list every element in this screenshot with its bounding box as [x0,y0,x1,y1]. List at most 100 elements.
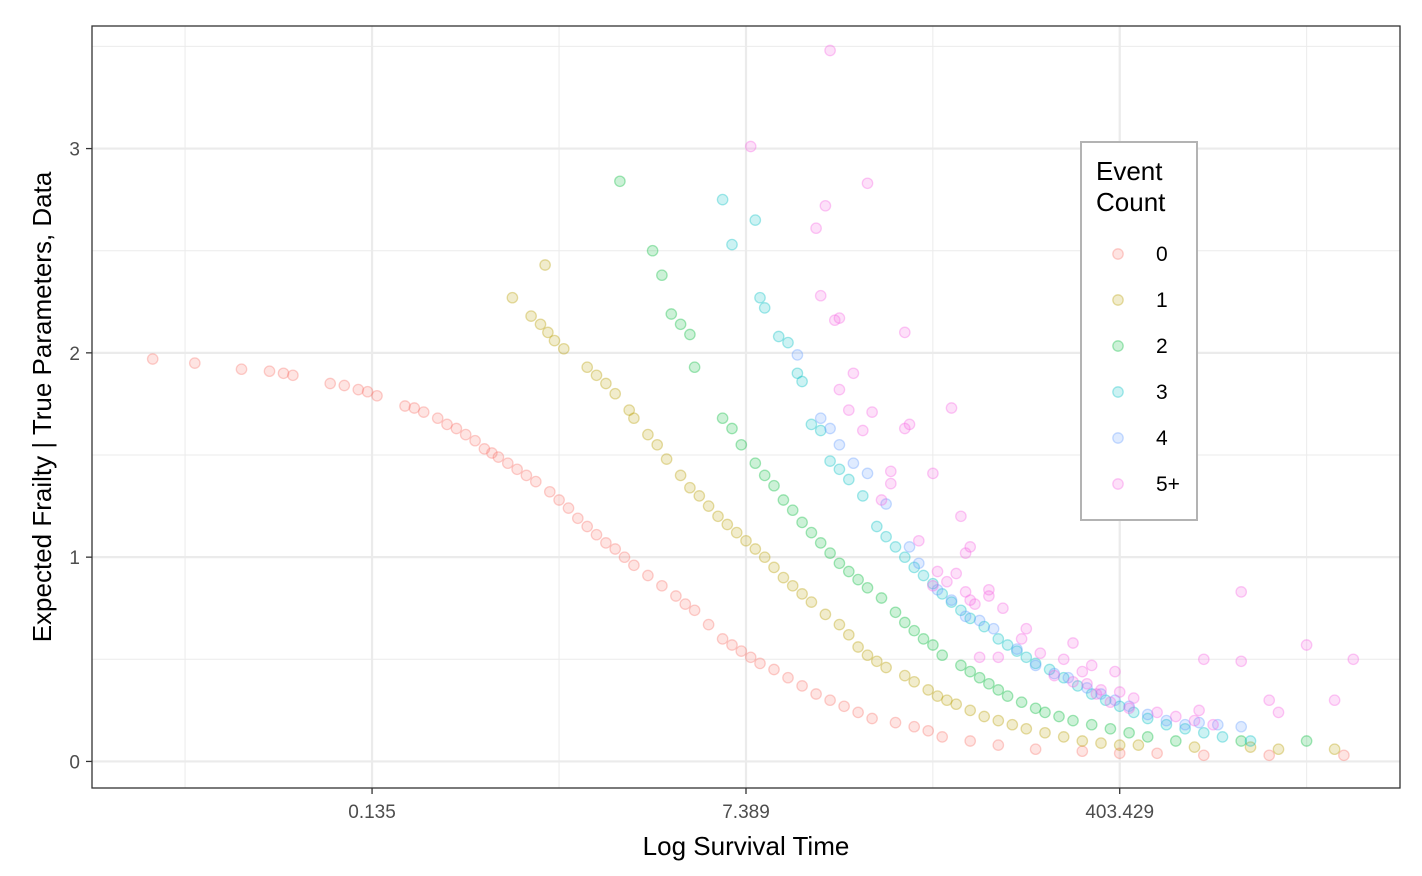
data-point [927,577,939,590]
data-point [431,412,444,425]
data-point [936,588,949,600]
data-point [884,477,897,490]
data-point [1043,663,1056,676]
data-point [1188,741,1201,753]
data-point [1141,731,1154,743]
x-tick-label: 0.135 [348,802,396,823]
data-point [782,671,794,684]
legend-key [1112,432,1124,444]
data-point [1011,643,1023,655]
data-point [824,44,836,57]
data-point [833,383,846,396]
data-point [870,520,883,533]
data-point [992,651,1005,664]
data-point [1169,735,1182,747]
data-point [486,447,498,459]
data-point [1141,712,1154,725]
data-point [1095,688,1107,700]
data-point [688,361,701,374]
data-point [945,402,958,414]
data-point [1015,696,1028,709]
data-point [786,504,799,517]
data-point [945,594,958,606]
data-point [441,418,453,431]
data-point [338,379,351,392]
data-point [852,706,864,719]
data-point [188,357,201,369]
data-point [529,475,542,488]
data-point [417,406,430,418]
data-point [983,583,995,596]
data-point [1057,671,1070,684]
data-point [955,659,967,672]
data-point [889,606,902,619]
data-point [1272,706,1285,719]
data-point [847,457,860,470]
data-point [459,428,472,441]
data-point [758,469,771,482]
data-point [758,302,771,314]
data-point [716,633,729,645]
data-point [646,244,659,257]
data-point [1085,718,1098,731]
data-point [983,677,995,690]
data-point [542,326,554,339]
data-point [1067,675,1079,688]
data-point [1197,749,1210,762]
data-point [922,684,935,696]
data-point [614,175,626,188]
data-point [1244,741,1257,753]
data-point [997,602,1009,615]
data-point [861,177,874,190]
data-point [983,590,995,602]
data-point [450,422,463,435]
legend-title: Event [1096,156,1163,186]
data-point [1151,747,1163,760]
data-point [922,724,935,737]
data-point [936,731,949,743]
data-point [861,649,874,662]
data-point [917,569,930,582]
data-point [1160,718,1173,731]
data-point [824,547,836,559]
data-point [973,614,986,627]
data-point [810,222,822,235]
data-point [814,412,827,425]
data-point [726,238,738,251]
data-point [959,547,972,559]
data-point [950,698,963,711]
data-point [898,422,911,435]
data-point [978,620,991,633]
data-point [927,639,939,651]
data-point [506,291,519,304]
data-point [600,377,612,390]
legend-key [1112,478,1124,490]
data-point [702,618,715,631]
data-point [1085,659,1098,672]
y-tick-label: 1 [69,548,80,569]
data-point [1127,706,1140,719]
data-point [1085,688,1098,700]
data-point [796,588,808,600]
data-point [964,612,977,625]
data-point [842,404,855,416]
data-point [1029,659,1042,672]
data-point [146,353,159,365]
data-point [543,485,556,498]
data-point [1113,700,1126,713]
data-point [838,700,850,713]
data-point [716,193,729,206]
data-point [973,651,986,664]
data-point [810,688,822,700]
data-point [548,334,561,347]
data-point [562,502,575,514]
data-point [712,510,724,523]
data-point [768,663,780,676]
data-point [842,473,855,486]
data-point [1081,682,1093,694]
data-point [721,518,734,531]
data-point [941,575,953,588]
data-point [1006,718,1019,731]
x-tick-label: 7.389 [722,802,770,823]
